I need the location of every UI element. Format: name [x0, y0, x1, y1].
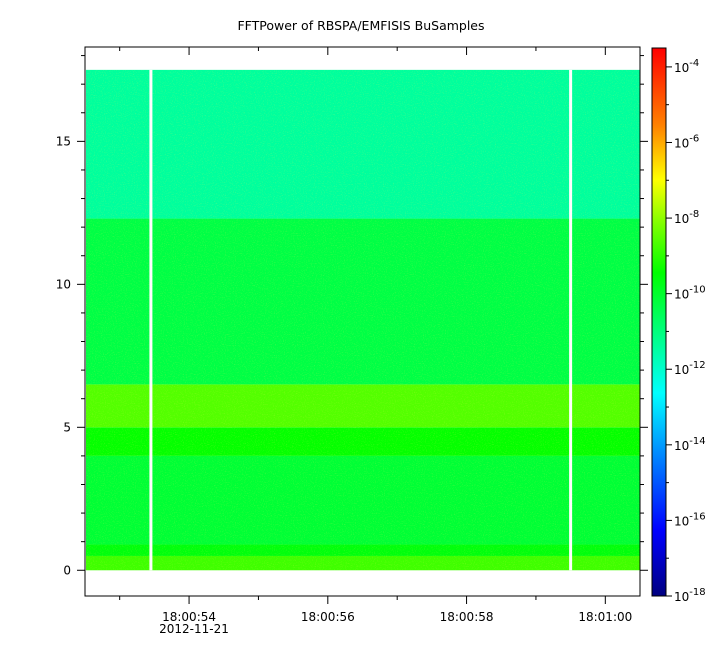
- spectrogram-band-texture-5: [86, 218, 640, 385]
- y-tick-label: 10: [56, 277, 71, 291]
- x-tick-label: 18:01:00: [578, 610, 632, 624]
- y-tick-label: 5: [63, 420, 71, 434]
- colorbar-tick-label: 10-8: [674, 209, 699, 226]
- colorbar-tick-label: 10-18: [674, 587, 706, 604]
- colorbar-tick-label: 10-16: [674, 511, 706, 528]
- y-tick-label: 15: [56, 134, 71, 148]
- chart-title: FFTPower of RBSPA/EMFISIS BuSamples: [237, 18, 484, 33]
- colorbar: [651, 47, 667, 597]
- x-tick-label: 18:00:58: [440, 610, 494, 624]
- data-gaps: [149, 69, 573, 571]
- colorbar-tick-label: 10-12: [674, 360, 706, 377]
- y-axis: 0 5 10 15: [56, 55, 648, 577]
- spectrogram-band-texture-6: [86, 69, 640, 219]
- spectrogram-band-texture-3: [86, 427, 640, 456]
- colorbar-tick-label: 10-14: [674, 436, 706, 453]
- spectrogram-band-texture-0: [86, 555, 640, 571]
- data-gap-0: [149, 69, 153, 571]
- plot-area: [86, 69, 640, 571]
- y-tick-label: 0: [63, 563, 71, 577]
- colorbar-tick-label: 10-4: [674, 58, 699, 75]
- plot-frame: [84, 46, 641, 597]
- colorbar-tick-label: 10-6: [674, 133, 699, 150]
- data-gap-1: [569, 69, 573, 571]
- x-tick-label: 18:00:56: [301, 610, 355, 624]
- spectrogram-band-texture-2: [86, 455, 640, 545]
- spectrogram-band-texture-1: [86, 544, 640, 556]
- x-date-label: 2012-11-21: [159, 622, 229, 636]
- spectrogram-band-texture-4: [86, 384, 640, 428]
- colorbar-axis: 10-4 10-6 10-8 10-10 10-12 10-14 10-16 10-18: [666, 58, 706, 604]
- colorbar-tick-label: 10-10: [674, 285, 706, 302]
- x-axis: 18:00:54 18:00:56 18:00:58 18:01:00: [119, 47, 632, 624]
- x-tick-label: 18:00:54: [162, 610, 216, 624]
